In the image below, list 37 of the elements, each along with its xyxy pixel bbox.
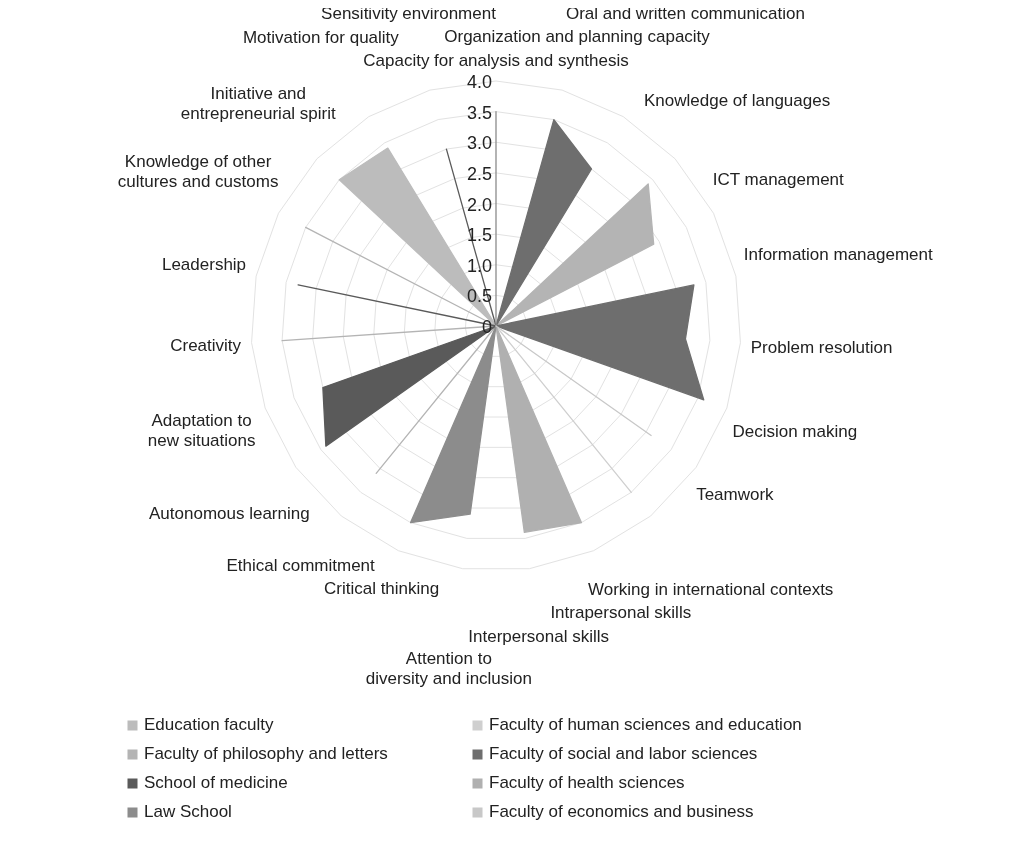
spoke-label: Decision making (732, 422, 858, 442)
y-tick-label: 4.0 (466, 72, 492, 92)
legend-label: Faculty of health sciences (489, 773, 685, 792)
spoke-label: Interpersonal skills (468, 626, 610, 646)
legend-label: School of medicine (144, 773, 288, 792)
spoke-label: Critical thinking (323, 579, 440, 599)
spoke-label: Knowledge of other cultures and customs (117, 151, 279, 191)
y-tick-label: 3.5 (466, 102, 492, 123)
legend-label: Faculty of human sciences and education (489, 715, 802, 734)
spoke-label: Intrapersonal skills (550, 603, 692, 623)
legend-label: Education faculty (144, 715, 274, 734)
spoke-label: Ethical commitment (226, 556, 376, 576)
spoke-label: Motivation for quality (242, 28, 400, 48)
spoke-label: Problem resolution (750, 338, 893, 358)
spoke-label: Oral and written communication (565, 4, 805, 24)
legend-label: Law School (144, 802, 232, 821)
y-tick-label: 2.0 (466, 194, 492, 215)
spoke-label: Information management (743, 244, 934, 264)
spoke-label: Leadership (161, 255, 247, 275)
spoke-label: Attention to diversity and inclusion (365, 648, 533, 688)
spoke-label: Working in international contexts (588, 579, 834, 599)
legend-label: Faculty of economics and business (489, 802, 754, 821)
spoke-label: Autonomous learning (149, 504, 310, 524)
y-tick-label: 0.5 (466, 286, 492, 307)
spoke-label: Creativity (170, 335, 242, 355)
spoke-label: Knowledge of languages (643, 90, 831, 110)
spoke-label: Initiative and entrepreneurial spirit (180, 83, 337, 123)
spoke-label: Teamwork (696, 484, 775, 504)
legend-label: Faculty of social and labor sciences (489, 744, 758, 763)
spoke-label: Adaptation to new situations (147, 410, 256, 450)
y-tick-label: 1.0 (466, 255, 492, 276)
spoke-label: ICT management (712, 169, 845, 189)
y-tick-label: 2.5 (466, 163, 492, 184)
legend-label: Faculty of philosophy and letters (144, 744, 388, 763)
y-tick-label: 3.0 (466, 133, 492, 154)
spoke-label: Organization and planning capacity (444, 26, 711, 46)
spoke-label: Capacity for analysis and synthesis (363, 51, 629, 70)
